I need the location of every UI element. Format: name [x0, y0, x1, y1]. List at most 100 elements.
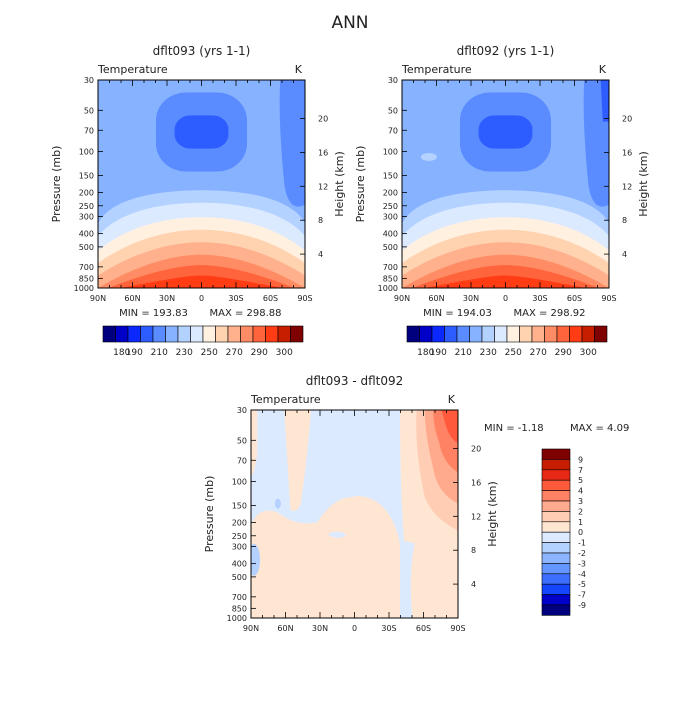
colorbar-label: 1: [578, 518, 583, 527]
x-tick-label: 0: [503, 294, 508, 303]
colorbar-label: 190: [430, 348, 447, 358]
height-tick-label: 20: [622, 115, 632, 124]
pressure-tick-label: 100: [232, 477, 247, 486]
colorbar-cell: [544, 325, 558, 343]
height-tick-label: 12: [471, 512, 481, 521]
colorbar-cell: [431, 325, 445, 343]
colorbar-label: 2: [578, 507, 583, 516]
pressure-tick-label: 200: [232, 519, 247, 528]
pressure-tick-label: 70: [84, 126, 94, 135]
pressure-tick-label: 1000: [227, 614, 247, 623]
colorbar-cell: [215, 325, 229, 343]
pressure-tick-label: 1000: [378, 284, 398, 293]
colorbar-cell: [115, 325, 129, 343]
colorbar-label: 270: [530, 348, 547, 358]
x-tick-label: 60N: [124, 294, 140, 303]
colorbar-label: 190: [126, 348, 143, 358]
colorbar-cell: [541, 479, 571, 491]
pressure-tick-label: 200: [383, 189, 398, 198]
colorbar-cell: [519, 325, 533, 343]
variable-label: Temperature: [250, 393, 321, 406]
contour-field: [402, 80, 609, 288]
colorbar-label: 9: [578, 455, 583, 464]
contour-field: [98, 80, 305, 288]
pressure-tick-label: 30: [237, 406, 247, 415]
colorbar-label: -7: [578, 591, 586, 600]
colorbar-label: 290: [555, 348, 572, 358]
y-axis-label: Pressure (mb): [203, 476, 216, 553]
pressure-tick-label: 1000: [74, 284, 94, 293]
colorbar-label: 300: [276, 348, 293, 358]
x-tick-label: 90S: [450, 624, 465, 633]
colorbar-label: 180: [417, 348, 434, 358]
fill-band: [478, 115, 533, 149]
colorbar-cell: [419, 325, 433, 343]
fill-band: [600, 80, 609, 122]
pressure-tick-label: 250: [232, 532, 247, 541]
pressure-tick-label: 400: [79, 230, 94, 239]
colorbar-cell: [469, 325, 483, 343]
colorbar-cell: [265, 325, 279, 343]
fill-band: [284, 410, 312, 512]
variable-label: Temperature: [97, 63, 168, 76]
pressure-tick-label: 50: [388, 106, 398, 115]
colorbar-label: 3: [578, 497, 583, 506]
min-label: MIN = -1.18: [484, 423, 544, 434]
variable-label: Temperature: [401, 63, 472, 76]
colorbar-cell: [541, 511, 571, 523]
min-label: MIN = 194.03: [423, 308, 492, 319]
x-tick-label: 60N: [277, 624, 293, 633]
pressure-tick-label: 400: [383, 230, 398, 239]
fill-band: [420, 152, 437, 161]
colorbar-label: -4: [578, 570, 586, 579]
x-tick-label: 90S: [601, 294, 616, 303]
x-tick-label: 0: [199, 294, 204, 303]
colorbar-cell: [541, 583, 571, 595]
x-tick-label: 90N: [243, 624, 259, 633]
pressure-tick-label: 70: [237, 456, 247, 465]
colorbar-label: 250: [505, 348, 522, 358]
colorbar-cell: [277, 325, 291, 343]
height-tick-label: 20: [471, 445, 481, 454]
height-tick-label: 16: [622, 148, 632, 157]
colorbar-label: 7: [578, 466, 583, 475]
units-label: K: [599, 63, 607, 76]
colorbar-cell: [531, 325, 545, 343]
pressure-tick-label: 250: [79, 202, 94, 211]
x-tick-label: 30N: [159, 294, 175, 303]
colorbar-cell: [556, 325, 570, 343]
colorbar-label: 210: [455, 348, 472, 358]
colorbar-cell: [202, 325, 216, 343]
colorbar-cell: [140, 325, 154, 343]
max-label: MAX = 298.92: [513, 308, 585, 319]
colorbar-cell: [541, 521, 571, 533]
height-tick-label: 8: [622, 216, 627, 225]
colorbar-label: 210: [151, 348, 168, 358]
pressure-tick-label: 250: [383, 202, 398, 211]
colorbar-cell: [506, 325, 520, 343]
pressure-tick-label: 300: [383, 213, 398, 222]
contour-field: [251, 410, 458, 618]
height-tick-label: 12: [318, 182, 328, 191]
pressure-tick-label: 30: [388, 76, 398, 85]
panel-title: dflt093 - dflt092: [306, 374, 404, 388]
colorbar-cell: [252, 325, 266, 343]
x-tick-label: 90N: [90, 294, 106, 303]
x-tick-label: 60S: [263, 294, 278, 303]
colorbar-label: 270: [226, 348, 243, 358]
units-label: K: [295, 63, 303, 76]
colorbar-label: 0: [578, 528, 583, 537]
x-tick-label: 0: [352, 624, 357, 633]
pressure-tick-label: 700: [232, 593, 247, 602]
height-tick-label: 8: [318, 216, 323, 225]
colorbar-cell: [541, 459, 571, 471]
colorbar-label: -2: [578, 549, 586, 558]
pressure-tick-label: 400: [232, 560, 247, 569]
colorbar-cell: [494, 325, 508, 343]
y-axis-right-label: Height (km): [486, 481, 499, 547]
fill-band: [327, 531, 347, 538]
colorbar-label: 230: [480, 348, 497, 358]
panel-title: dflt092 (yrs 1-1): [457, 44, 555, 58]
colorbar-cell: [581, 325, 595, 343]
colorbar-cell: [541, 594, 571, 606]
